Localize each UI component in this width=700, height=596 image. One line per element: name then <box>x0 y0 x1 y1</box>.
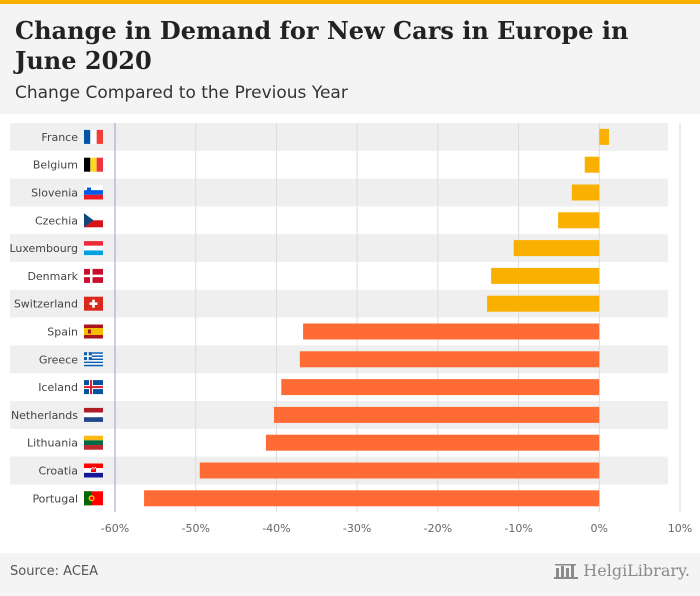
row-stripe <box>10 178 668 207</box>
category-label: Denmark <box>27 270 78 283</box>
category-label: France <box>41 131 78 144</box>
accent-bar <box>0 0 700 4</box>
brand-name: HelgiLibrary. <box>583 561 690 580</box>
row-stripe <box>10 123 668 151</box>
chart-footer <box>0 553 700 596</box>
category-label: Croatia <box>38 465 78 478</box>
slovenia-flag-icon <box>84 185 103 200</box>
bar <box>599 128 609 145</box>
bar-chart: -60% -50% -40% -30% -20% -10% 0% 10% France Belgi… <box>9 123 692 535</box>
chart-subtitle: Change Compared to the Previous Year <box>15 83 348 103</box>
x-tick-label: 0% <box>591 522 608 535</box>
category-label: Iceland <box>38 381 78 394</box>
greece-flag-icon <box>84 352 103 367</box>
bar <box>274 406 600 423</box>
bar <box>584 156 600 173</box>
x-tick-label: -20% <box>424 522 452 535</box>
x-tick-label: -30% <box>343 522 371 535</box>
x-tick-label: -50% <box>182 522 210 535</box>
category-label: Switzerland <box>14 298 78 311</box>
france-flag-icon <box>84 129 103 144</box>
brand-logo: HelgiLibrary. <box>553 561 690 580</box>
bar <box>144 490 600 507</box>
chart-title: Change in Demand for New Cars in Europe … <box>15 16 629 75</box>
category-label: Greece <box>39 353 78 366</box>
netherlands-flag-icon <box>84 407 103 422</box>
bar <box>303 323 600 340</box>
chart-header: Change in Demand for New Cars in Europe … <box>0 4 700 114</box>
bar <box>487 295 600 312</box>
category-label: Portugal <box>32 492 78 505</box>
source-label: Source: ACEA <box>10 564 99 579</box>
bar <box>299 351 600 368</box>
bar <box>558 212 600 229</box>
bar <box>491 267 600 284</box>
denmark-flag-icon <box>84 268 103 283</box>
bar <box>199 462 600 479</box>
belgium-flag-icon <box>84 157 103 172</box>
bar <box>265 434 600 451</box>
category-label: Czechia <box>35 214 78 227</box>
category-label: Luxembourg <box>9 242 78 255</box>
x-tick-label: 10% <box>668 522 692 535</box>
x-tick-label: -60% <box>101 522 129 535</box>
category-label: Netherlands <box>11 409 78 422</box>
croatia-flag-icon <box>84 463 103 478</box>
library-building-icon <box>554 563 579 579</box>
iceland-flag-icon <box>84 380 103 395</box>
category-label: Lithuania <box>27 437 78 450</box>
category-label: Slovenia <box>31 187 78 200</box>
category-label: Spain <box>47 326 78 339</box>
switzerland-flag-icon <box>84 296 103 311</box>
portugal-flag-icon <box>84 491 103 506</box>
czechia-flag-icon <box>84 213 103 228</box>
lithuania-flag-icon <box>84 435 103 450</box>
bar <box>571 184 600 201</box>
bar <box>281 379 600 396</box>
spain-flag-icon <box>84 324 103 339</box>
x-tick-label: -40% <box>262 522 290 535</box>
category-label: Belgium <box>33 159 78 172</box>
bar <box>513 240 600 257</box>
luxembourg-flag-icon <box>84 241 103 256</box>
x-tick-label: -10% <box>504 522 532 535</box>
